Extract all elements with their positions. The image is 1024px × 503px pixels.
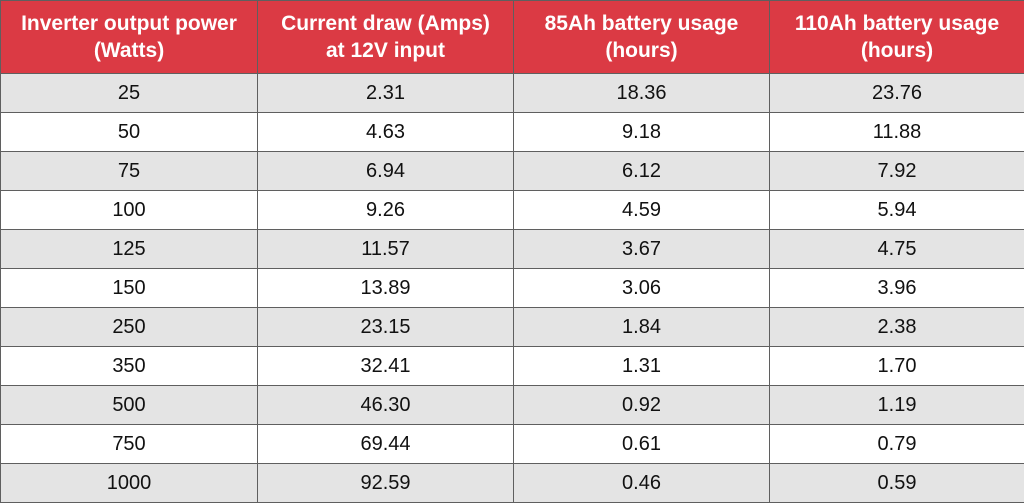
header-label: Inverter output power <box>21 12 237 35</box>
header-label: 85Ah battery usage <box>544 12 739 35</box>
header-85ah-battery-usage: 85Ah battery usage (hours) <box>513 0 770 74</box>
cell-amps: 4.63 <box>257 112 514 152</box>
header-110ah-battery-usage: 110Ah battery usage (hours) <box>769 0 1024 74</box>
header-row: Inverter output power (Watts) Current dr… <box>0 0 1024 74</box>
cell-110ah-hours: 11.88 <box>769 112 1024 152</box>
cell-85ah-hours: 9.18 <box>513 112 770 152</box>
cell-amps: 11.57 <box>257 229 514 269</box>
cell-110ah-hours: 4.75 <box>769 229 1024 269</box>
header-label: 110Ah battery usage <box>794 12 1000 35</box>
table-row: 350 32.41 1.31 1.70 <box>0 346 1024 386</box>
cell-110ah-hours: 3.96 <box>769 268 1024 308</box>
cell-watts: 100 <box>0 190 258 230</box>
table-row: 50 4.63 9.18 11.88 <box>0 112 1024 152</box>
cell-85ah-hours: 0.61 <box>513 424 770 464</box>
cell-85ah-hours: 1.84 <box>513 307 770 347</box>
cell-amps: 2.31 <box>257 73 514 113</box>
header-unit: (hours) <box>860 39 934 62</box>
cell-110ah-hours: 5.94 <box>769 190 1024 230</box>
cell-85ah-hours: 1.31 <box>513 346 770 386</box>
cell-watts: 350 <box>0 346 258 386</box>
cell-watts: 125 <box>0 229 258 269</box>
cell-110ah-hours: 1.19 <box>769 385 1024 425</box>
cell-watts: 150 <box>0 268 258 308</box>
table-header: Inverter output power (Watts) Current dr… <box>0 0 1024 74</box>
table-row: 25 2.31 18.36 23.76 <box>0 73 1024 113</box>
header-unit: (hours) <box>605 39 678 62</box>
cell-amps: 13.89 <box>257 268 514 308</box>
table-row: 125 11.57 3.67 4.75 <box>0 229 1024 269</box>
header-inverter-output-power: Inverter output power (Watts) <box>0 0 258 74</box>
cell-watts: 1000 <box>0 463 258 503</box>
table-row: 150 13.89 3.06 3.96 <box>0 268 1024 308</box>
cell-85ah-hours: 3.67 <box>513 229 770 269</box>
cell-amps: 23.15 <box>257 307 514 347</box>
cell-watts: 750 <box>0 424 258 464</box>
cell-amps: 9.26 <box>257 190 514 230</box>
cell-85ah-hours: 3.06 <box>513 268 770 308</box>
cell-amps: 6.94 <box>257 151 514 191</box>
cell-watts: 25 <box>0 73 258 113</box>
cell-85ah-hours: 0.92 <box>513 385 770 425</box>
cell-85ah-hours: 4.59 <box>513 190 770 230</box>
cell-watts: 75 <box>0 151 258 191</box>
cell-watts: 500 <box>0 385 258 425</box>
cell-watts: 250 <box>0 307 258 347</box>
cell-110ah-hours: 1.70 <box>769 346 1024 386</box>
cell-watts: 50 <box>0 112 258 152</box>
header-unit: (Watts) <box>93 39 165 62</box>
table-row: 75 6.94 6.12 7.92 <box>0 151 1024 191</box>
cell-85ah-hours: 18.36 <box>513 73 770 113</box>
cell-amps: 69.44 <box>257 424 514 464</box>
table-row: 500 46.30 0.92 1.19 <box>0 385 1024 425</box>
cell-110ah-hours: 0.59 <box>769 463 1024 503</box>
cell-85ah-hours: 6.12 <box>513 151 770 191</box>
table-body: 25 2.31 18.36 23.76 50 4.63 9.18 11.88 7… <box>0 73 1024 503</box>
header-label: Current draw (Amps) <box>281 12 490 35</box>
cell-110ah-hours: 23.76 <box>769 73 1024 113</box>
header-current-draw: Current draw (Amps) at 12V input <box>257 0 514 74</box>
cell-110ah-hours: 0.79 <box>769 424 1024 464</box>
cell-110ah-hours: 2.38 <box>769 307 1024 347</box>
cell-110ah-hours: 7.92 <box>769 151 1024 191</box>
header-unit: at 12V input <box>325 39 446 62</box>
table-row: 250 23.15 1.84 2.38 <box>0 307 1024 347</box>
table-row: 750 69.44 0.61 0.79 <box>0 424 1024 464</box>
cell-amps: 92.59 <box>257 463 514 503</box>
cell-amps: 46.30 <box>257 385 514 425</box>
table-row: 100 9.26 4.59 5.94 <box>0 190 1024 230</box>
cell-amps: 32.41 <box>257 346 514 386</box>
cell-85ah-hours: 0.46 <box>513 463 770 503</box>
table-row: 1000 92.59 0.46 0.59 <box>0 463 1024 503</box>
